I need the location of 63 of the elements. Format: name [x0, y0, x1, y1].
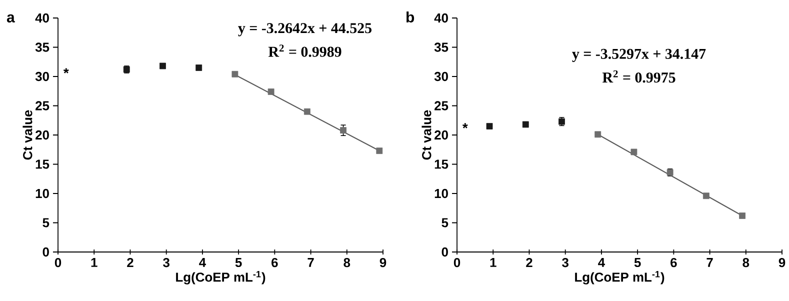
point: [304, 108, 310, 115]
y-axis-title: Ct value: [422, 110, 432, 160]
x-tick-label: 0: [454, 258, 460, 268]
x-tick-label: 6: [670, 258, 677, 268]
x-tick-label: 4: [199, 258, 206, 267]
annotation: R$^{2}$ = 0.9975: [602, 70, 676, 83]
y-tick-label: 25: [434, 101, 448, 110]
x-axis-title: Lg(CoEP mL$^{-1}$): [575, 271, 664, 284]
x-tick-label: 5: [235, 258, 242, 268]
y-tick-label: 5: [442, 218, 448, 228]
point: [486, 123, 493, 130]
annotation: y = -3.2642x + 44.525: [238, 23, 372, 36]
annotation: *: [63, 68, 69, 74]
y-tick-label: 10: [434, 188, 448, 198]
x-tick-label: 3: [562, 258, 568, 268]
y-tick-label: 30: [434, 72, 448, 82]
y-tick-label: 0: [442, 247, 448, 257]
point: [160, 62, 166, 70]
point: [340, 127, 346, 134]
point: [232, 70, 238, 78]
point: [702, 192, 710, 200]
annotation: y = -3.5297x + 34.147: [572, 48, 706, 62]
point: [522, 121, 529, 128]
y-tick-label: 30: [35, 72, 49, 82]
y-tick-label: 40: [35, 13, 49, 23]
x-tick-label: 5: [634, 258, 641, 268]
x-tick-label: 2: [127, 258, 134, 268]
x-tick-label: 8: [344, 258, 350, 268]
x-tick-label: 9: [778, 258, 786, 268]
x-tick-label: 4: [598, 258, 605, 267]
x-tick-label: 0: [54, 258, 62, 268]
y-tick-label: 0: [42, 247, 49, 257]
y-tick-label: 35: [434, 42, 448, 52]
y-tick-label: 20: [434, 130, 448, 140]
y-tick-label: 40: [434, 13, 448, 23]
x-tick-label: 3: [163, 258, 170, 268]
annotation: *: [462, 123, 468, 128]
y-tick-label: 25: [36, 101, 50, 110]
x-axis-title: Lg(CoEP mL$^{-1}$): [176, 271, 266, 284]
x-tick-label: 7: [706, 258, 713, 267]
x-tick-label: 7: [308, 258, 314, 267]
point: [739, 212, 746, 219]
point: [196, 64, 202, 71]
y-tick-label: 15: [434, 160, 448, 169]
x-tick-label: 1: [490, 258, 496, 267]
point: [376, 148, 383, 154]
y-tick-label: 5: [42, 218, 50, 228]
y-tick-label: 15: [36, 160, 50, 169]
y-tick-label: 10: [36, 188, 49, 198]
x-tick-label: 8: [742, 258, 750, 268]
annotation: R$^{2}$ = 0.9989: [268, 44, 342, 57]
chart-title: b: [406, 12, 414, 22]
y-tick-label: 35: [35, 42, 50, 52]
x-tick-label: 2: [526, 258, 532, 268]
point: [630, 148, 638, 156]
y-axis-title: Ct value: [22, 110, 32, 160]
chart-title: a: [6, 14, 15, 22]
point: [268, 88, 274, 95]
x-tick-label: 9: [380, 258, 386, 268]
point: [594, 131, 602, 138]
x-tick-label: 6: [272, 258, 278, 268]
x-tick-label: 1: [91, 258, 98, 267]
y-tick-label: 20: [36, 130, 49, 140]
